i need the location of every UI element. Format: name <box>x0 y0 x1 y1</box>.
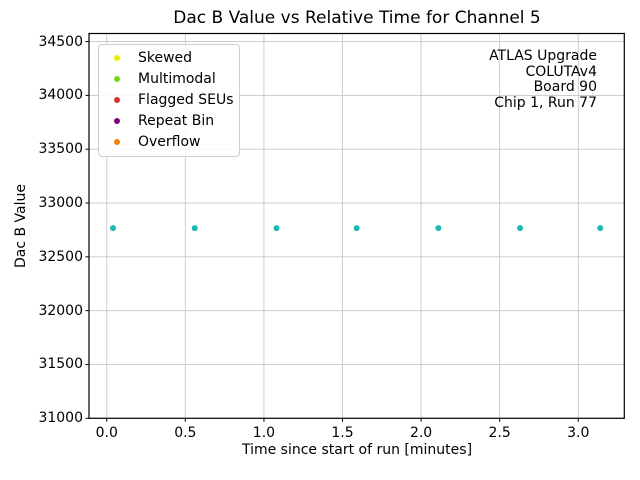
legend-marker-dot <box>114 54 120 61</box>
legend-marker-dot <box>114 117 120 124</box>
legend-item: Multimodal <box>99 68 239 89</box>
legend-marker-dot <box>114 96 120 103</box>
legend-item: Skewed <box>99 47 239 68</box>
y-tick-label: 33000 <box>38 195 83 212</box>
data-point <box>435 225 442 232</box>
data-point <box>191 225 198 232</box>
data-point <box>517 225 524 232</box>
legend-label: Skewed <box>138 49 193 66</box>
axes-spines <box>88 32 625 419</box>
y-tick-label: 33500 <box>38 141 83 158</box>
y-tick-label: 34500 <box>38 33 83 50</box>
legend-label: Multimodal <box>138 70 216 87</box>
data-point <box>353 225 360 232</box>
y-tick-label: 34000 <box>38 87 83 104</box>
x-tick-label: 0.5 <box>174 425 197 441</box>
data-point <box>597 225 604 232</box>
legend-label: Overflow <box>138 133 201 150</box>
x-tick-label: 3.0 <box>567 425 590 441</box>
annotation-line: Board 90 <box>533 79 597 96</box>
data-point <box>273 225 280 232</box>
annotation-line: Chip 1, Run 77 <box>494 94 597 111</box>
annotation-line: ATLAS Upgrade <box>489 48 597 64</box>
legend-marker-dot <box>114 75 120 82</box>
legend-item: Overflow <box>99 131 239 152</box>
annotation-line: COLUTAv4 <box>525 63 597 80</box>
legend-item: Flagged SEUs <box>99 89 239 110</box>
legend-marker-dot <box>114 138 120 145</box>
x-tick-label: 1.5 <box>331 425 354 441</box>
x-tick-label: 1.0 <box>252 425 276 441</box>
legend-item: Repeat Bin <box>99 110 239 131</box>
x-tick-label: 2.5 <box>488 425 511 441</box>
y-tick-label: 32500 <box>38 248 83 265</box>
data-point <box>110 225 117 232</box>
y-axis-label: Dac B Value <box>13 183 29 269</box>
x-axis-label: Time since start of run [minutes] <box>241 442 473 458</box>
annotation-text: ATLAS Upgrade COLUTAv4 Board 90 Chip 1, Run… <box>489 48 597 111</box>
y-tick-label: 31000 <box>38 410 83 427</box>
legend: Skewed Multimodal Flagged SEUs Repeat Bin Ov… <box>98 44 240 157</box>
y-tick-label: 32000 <box>38 302 83 319</box>
legend-label: Flagged SEUs <box>138 91 234 108</box>
legend-label: Repeat Bin <box>138 112 215 129</box>
y-tick-label: 31500 <box>38 356 83 373</box>
chart-title: Dac B Value vs Relative Time for Channel… <box>173 8 541 28</box>
x-tick-label: 0.0 <box>95 425 118 441</box>
x-tick-label: 2.0 <box>409 425 433 441</box>
